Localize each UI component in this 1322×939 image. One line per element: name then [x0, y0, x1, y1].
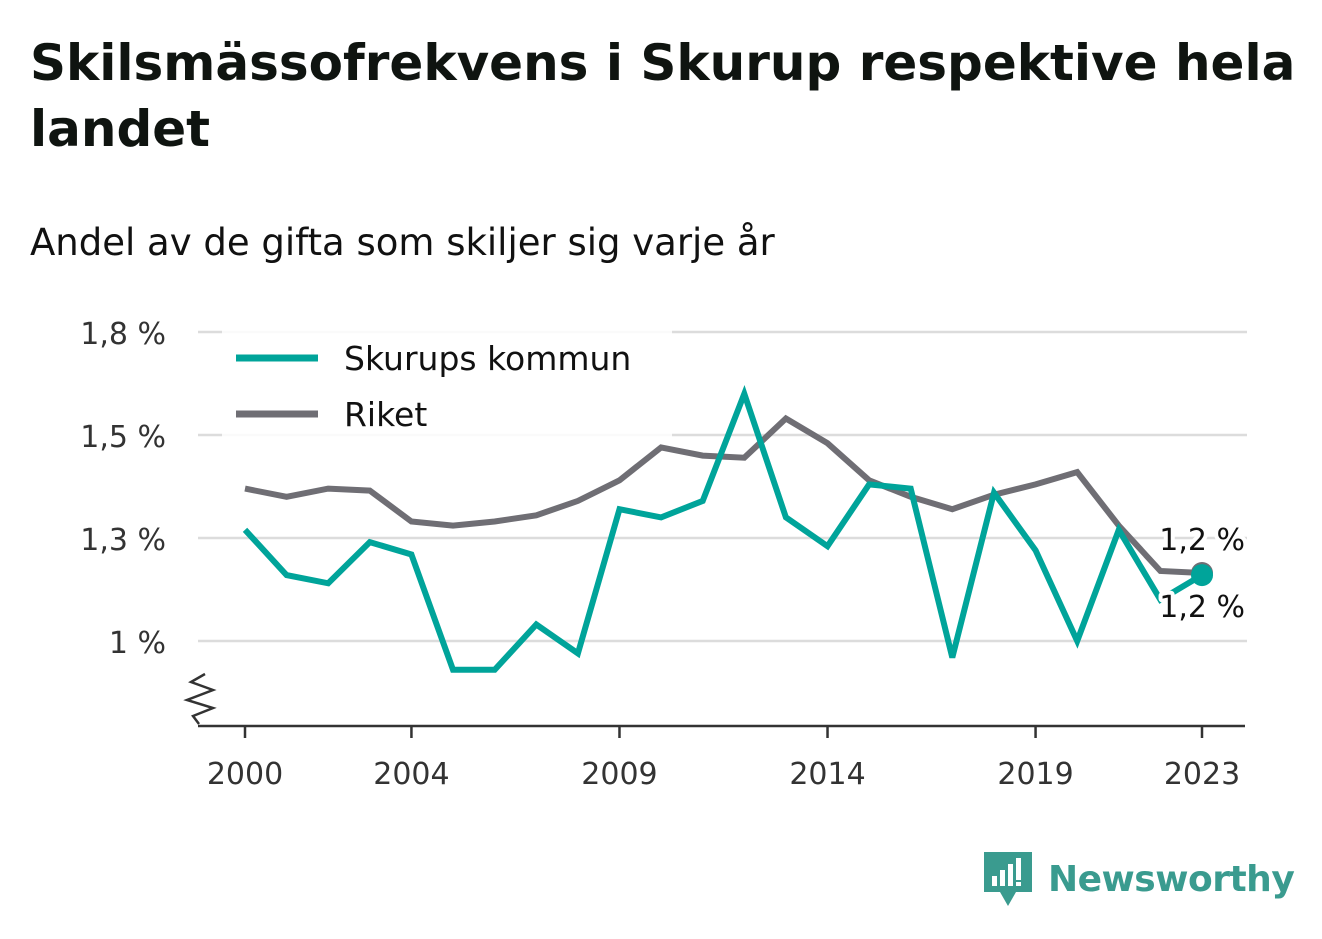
- y-tick-label: 1,3 %: [80, 523, 166, 558]
- end-label-skurup: 1,2 %: [1159, 590, 1245, 625]
- series-line-riket: [244, 414, 1203, 576]
- brand-name: Newsworthy: [1048, 858, 1295, 900]
- newsworthy-logo[interactable]: Newsworthy: [980, 848, 1295, 910]
- x-tick-label: 2023: [1164, 757, 1240, 792]
- legend: Skurups kommun Riket: [222, 330, 672, 437]
- end-labels: 1,2 % 1,2 %: [1155, 519, 1249, 629]
- series-lines: [242, 384, 1213, 673]
- y-tick-label: 1,8 %: [80, 317, 166, 352]
- series-line-skurup: [242, 384, 1204, 673]
- y-tick-label: 1 %: [109, 626, 166, 661]
- legend-label: Skurups kommun: [344, 339, 631, 378]
- end-point-skurup: [1191, 564, 1213, 587]
- end-label-riket: 1,2 %: [1159, 523, 1245, 558]
- legend-box: [222, 330, 672, 437]
- x-tick-label: 2019: [997, 757, 1073, 792]
- y-tick-label: 1,5 %: [80, 420, 166, 455]
- chart-title: Skilsmässofrekvens i Skurup respektive h…: [30, 34, 1296, 158]
- axis-break-icon: [183, 672, 217, 725]
- x-tick-label: 2004: [373, 757, 449, 792]
- axes: 1 % 1,3 % 1,5 % 1,8 % 2000 2004 2009 2014 2019 20…: [80, 317, 1245, 792]
- x-tick-label: 2009: [581, 757, 657, 792]
- chart-subtitle: Andel av de gifta som skiljer sig varje …: [30, 221, 775, 264]
- newsworthy-logo-icon: [984, 852, 1032, 906]
- x-tick-label: 2014: [789, 757, 865, 792]
- legend-label: Riket: [344, 395, 427, 434]
- x-tick-label: 2000: [207, 757, 283, 792]
